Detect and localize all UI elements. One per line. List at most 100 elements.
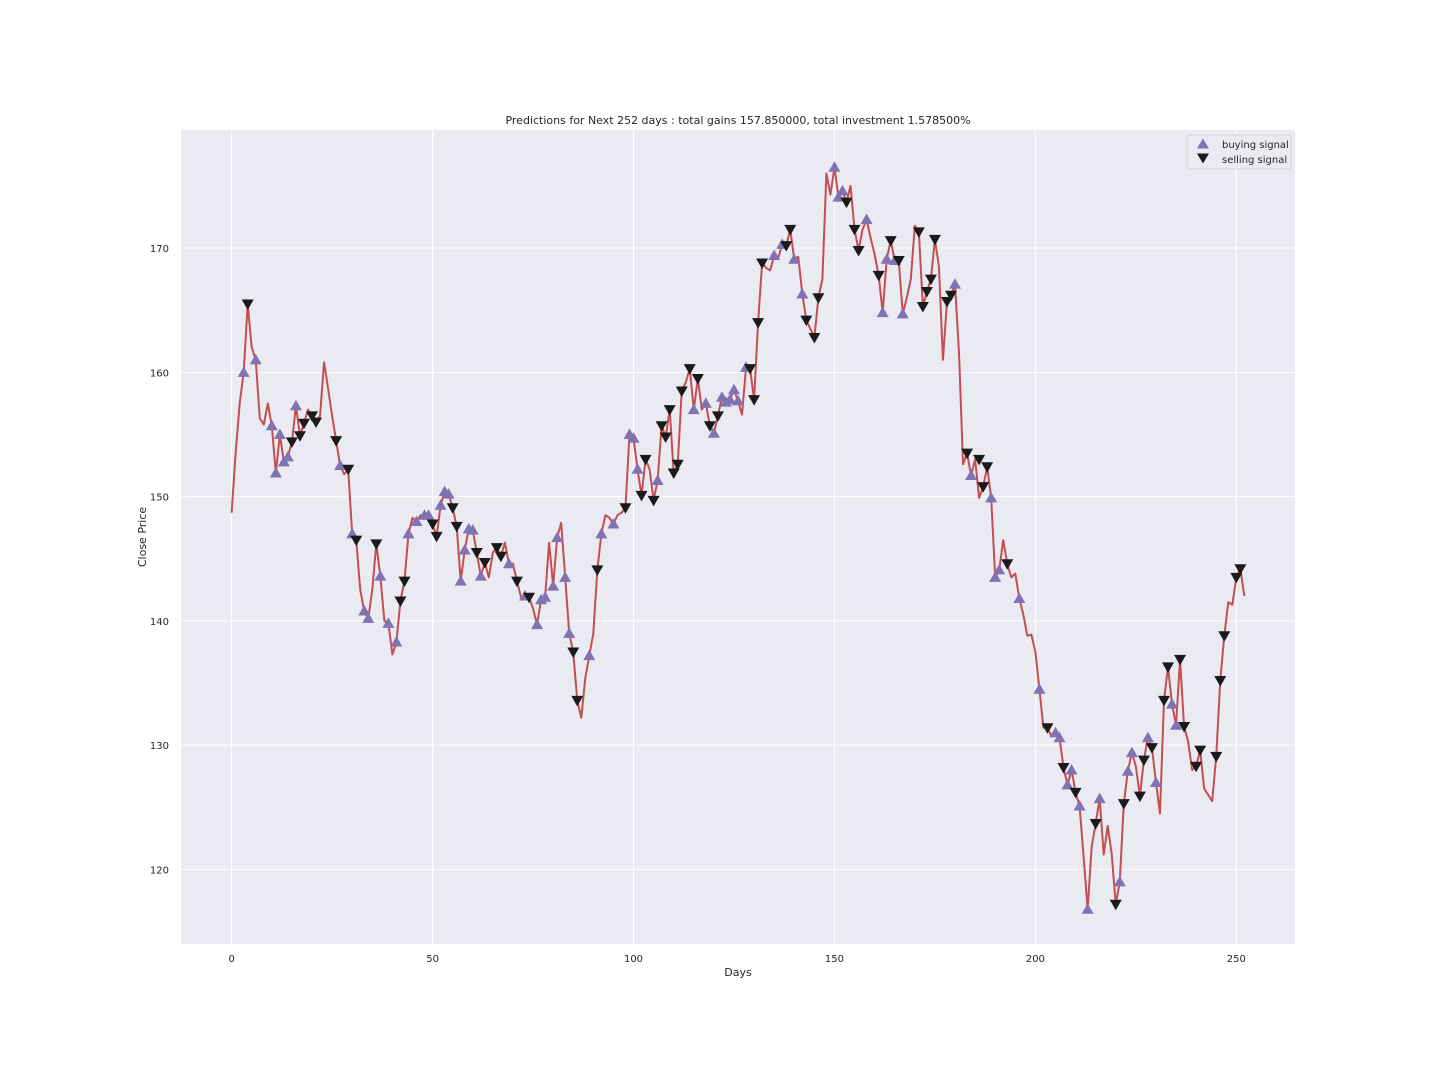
sell-signal-marker (1178, 722, 1191, 733)
sell-signal-marker (394, 596, 407, 608)
buy-signal-marker (1170, 719, 1183, 730)
buy-signal-marker (1065, 764, 1078, 775)
buy-signal-marker (547, 580, 560, 591)
buy-signal-marker (434, 499, 447, 510)
x-tick-label: 150 (825, 954, 844, 965)
sell-signal-marker (430, 531, 443, 543)
sell-signal-marker (744, 364, 757, 375)
sell-signal-marker (310, 417, 323, 429)
buy-signal-marker (551, 531, 564, 543)
sell-signal-marker (884, 236, 897, 247)
buy-signal-marker (1166, 698, 1179, 709)
buy-signal-marker (563, 627, 576, 638)
legend-buy-label: buying signal (1222, 140, 1289, 151)
sell-signal-marker (852, 246, 865, 257)
buy-signal-marker (876, 306, 889, 318)
x-axis-label: Days (724, 966, 752, 979)
sell-signal-marker (1214, 676, 1227, 687)
sell-signal-marker (350, 535, 363, 547)
buy-signal-marker (727, 383, 740, 395)
buy-signal-marker (1149, 776, 1162, 787)
buy-signal-marker (1113, 875, 1126, 887)
y-tick-label: 150 (150, 493, 169, 504)
sell-signal-marker (241, 299, 254, 310)
buy-markers (237, 161, 1183, 914)
y-tick-label: 140 (150, 617, 169, 628)
x-tick-label: 100 (624, 954, 643, 965)
buy-signal-marker (1033, 683, 1046, 694)
sell-signal-marker (478, 557, 491, 569)
sell-signal-marker (426, 519, 439, 530)
sell-signal-marker (567, 647, 580, 658)
sell-signal-marker (840, 197, 853, 209)
buy-signal-marker (1093, 792, 1106, 804)
sell-signal-marker (977, 482, 990, 493)
sell-signal-marker (912, 227, 925, 238)
sell-signal-marker (639, 454, 652, 466)
buy-signal-marker (265, 419, 278, 431)
y-tick-label: 130 (150, 741, 169, 752)
sell-signal-marker (675, 386, 688, 397)
buy-signal-marker (993, 563, 1006, 575)
buy-signal-marker (474, 570, 487, 581)
sell-signal-marker (470, 548, 483, 559)
sell-signal-marker (655, 421, 668, 432)
buy-signal-marker (896, 307, 909, 319)
buy-signal-marker (269, 466, 282, 478)
sell-signal-marker (752, 318, 765, 329)
sell-signal-marker (619, 503, 632, 514)
sell-signal-marker (1117, 799, 1130, 810)
buy-signal-marker (382, 617, 395, 628)
buy-signal-marker (989, 571, 1002, 582)
sell-signal-marker (928, 234, 941, 246)
sell-signal-marker (916, 301, 929, 313)
buy-signal-marker (985, 491, 998, 503)
buy-signal-marker (583, 649, 596, 661)
sell-signal-marker (490, 543, 503, 554)
buy-signal-marker (595, 527, 608, 539)
buy-signal-marker (454, 575, 467, 586)
sell-signal-marker (1194, 745, 1207, 757)
buy-signal-marker (502, 557, 515, 569)
sell-signal-marker (748, 395, 761, 406)
buy-signal-marker (281, 450, 294, 462)
sell-signal-marker (1230, 572, 1243, 584)
buy-signal-marker (442, 488, 455, 499)
sell-signal-marker (494, 551, 507, 563)
sell-signal-marker (571, 695, 584, 707)
buy-signal-marker (768, 249, 781, 261)
buy-signal-marker (788, 253, 801, 264)
sell-signal-marker (1109, 899, 1122, 911)
sell-signal-marker (981, 462, 994, 473)
sell-signal-marker (1069, 787, 1082, 799)
buy-signal-marker (402, 527, 415, 539)
sell-signal-marker (306, 411, 319, 422)
buy-signal-marker (1061, 778, 1074, 790)
sell-signal-marker (780, 241, 793, 252)
sell-signal-marker (1162, 662, 1175, 673)
buy-signal-marker (836, 184, 849, 196)
legend-sell-marker-icon (1197, 153, 1209, 164)
buy-signal-marker (631, 463, 644, 474)
sell-signal-marker (924, 274, 937, 286)
sell-signal-marker (1174, 654, 1187, 666)
legend-box (1186, 134, 1292, 170)
sell-signal-marker (756, 258, 769, 269)
buy-signal-marker (358, 604, 371, 616)
sell-signal-marker (1137, 755, 1150, 767)
tick-labels: 0 50 100 150 200 250 120 130 140 150 160 170 (150, 244, 1246, 965)
y-tick-label: 160 (150, 368, 169, 379)
buy-signal-marker (422, 509, 435, 520)
x-tick-label: 200 (1026, 954, 1045, 965)
sell-signal-marker (1089, 818, 1102, 830)
sell-signal-marker (812, 293, 825, 304)
buy-signal-marker (880, 253, 893, 264)
buy-signal-marker (466, 524, 479, 535)
sell-signal-marker (683, 364, 696, 375)
buy-signal-marker (1141, 731, 1154, 743)
sell-signal-marker (370, 539, 383, 550)
plot-area (181, 130, 1295, 944)
x-tick-label: 50 (426, 954, 439, 965)
buy-signal-marker (273, 428, 286, 439)
